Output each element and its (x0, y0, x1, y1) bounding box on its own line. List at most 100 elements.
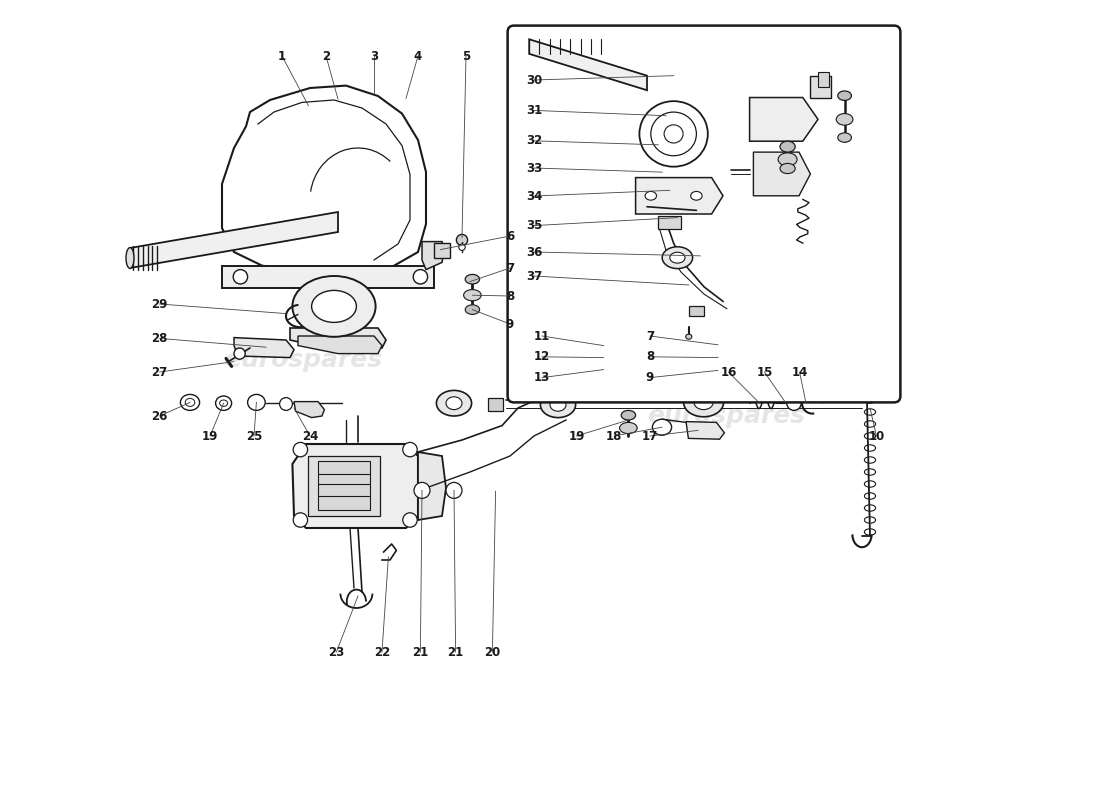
Bar (811, 76, 832, 98)
Text: 15: 15 (756, 366, 772, 378)
Ellipse shape (414, 482, 430, 498)
Ellipse shape (711, 366, 725, 375)
Ellipse shape (279, 398, 293, 410)
Polygon shape (294, 402, 324, 418)
Ellipse shape (446, 397, 462, 410)
Text: 7: 7 (646, 330, 654, 342)
Ellipse shape (233, 270, 248, 284)
Ellipse shape (540, 392, 575, 418)
Polygon shape (529, 39, 647, 90)
Ellipse shape (685, 334, 692, 339)
Polygon shape (749, 98, 818, 141)
Text: 31: 31 (526, 104, 542, 117)
Text: 2: 2 (322, 50, 330, 62)
Ellipse shape (456, 234, 468, 246)
Ellipse shape (437, 390, 472, 416)
Text: 13: 13 (534, 371, 550, 384)
Text: 27: 27 (152, 366, 167, 378)
Text: 8: 8 (506, 290, 514, 302)
Text: 9: 9 (646, 371, 654, 384)
Ellipse shape (414, 270, 428, 284)
Ellipse shape (594, 351, 613, 364)
Text: 25: 25 (245, 430, 262, 442)
Ellipse shape (598, 354, 608, 361)
Text: 35: 35 (526, 219, 542, 232)
Text: 17: 17 (642, 430, 658, 442)
Text: 21: 21 (412, 646, 429, 658)
Polygon shape (636, 178, 723, 214)
Text: 18: 18 (606, 430, 623, 442)
Ellipse shape (403, 513, 417, 527)
Ellipse shape (778, 153, 798, 166)
Text: 24: 24 (301, 430, 318, 442)
Ellipse shape (619, 422, 637, 434)
Text: 22: 22 (374, 646, 390, 658)
Text: 3: 3 (370, 50, 378, 62)
Ellipse shape (645, 191, 657, 200)
Polygon shape (298, 336, 382, 354)
FancyBboxPatch shape (507, 26, 901, 402)
Text: 19: 19 (201, 430, 218, 442)
Text: 34: 34 (526, 190, 542, 202)
Ellipse shape (836, 114, 852, 125)
Text: 12: 12 (534, 350, 550, 363)
Ellipse shape (595, 364, 612, 375)
Text: 36: 36 (526, 246, 542, 258)
Ellipse shape (311, 290, 356, 322)
Text: 26: 26 (152, 410, 168, 422)
Ellipse shape (220, 400, 228, 406)
Text: 20: 20 (484, 646, 500, 658)
Bar (222, 266, 434, 288)
Bar (659, 216, 681, 229)
Ellipse shape (459, 244, 465, 250)
Ellipse shape (691, 191, 702, 200)
Bar (308, 456, 381, 516)
Ellipse shape (463, 290, 481, 301)
Text: 1: 1 (278, 50, 286, 62)
Ellipse shape (293, 276, 375, 337)
Bar (818, 72, 829, 86)
Polygon shape (686, 422, 725, 439)
Text: eurospares: eurospares (647, 404, 805, 428)
Polygon shape (754, 152, 811, 196)
Polygon shape (422, 242, 444, 270)
Ellipse shape (294, 513, 308, 527)
Text: 30: 30 (526, 74, 542, 86)
Ellipse shape (683, 388, 724, 417)
Bar (434, 243, 450, 258)
Text: 10: 10 (868, 430, 884, 442)
Text: 19: 19 (569, 430, 584, 442)
Text: 37: 37 (526, 270, 542, 282)
Ellipse shape (710, 351, 727, 364)
Text: 9: 9 (506, 318, 514, 330)
Text: 6: 6 (506, 230, 514, 242)
Ellipse shape (248, 394, 265, 410)
Ellipse shape (550, 398, 566, 411)
Ellipse shape (446, 482, 462, 498)
Text: 11: 11 (534, 330, 550, 342)
Ellipse shape (694, 395, 713, 410)
Text: 33: 33 (526, 162, 542, 174)
Text: 21: 21 (448, 646, 464, 658)
Bar (318, 461, 370, 510)
Bar (488, 398, 503, 411)
Text: 28: 28 (152, 332, 168, 345)
Text: 4: 4 (414, 50, 422, 62)
Ellipse shape (234, 348, 245, 359)
Polygon shape (234, 338, 294, 358)
Ellipse shape (662, 246, 693, 269)
Polygon shape (418, 452, 446, 520)
Bar (689, 306, 704, 316)
Text: 8: 8 (646, 350, 654, 363)
Text: 32: 32 (526, 134, 542, 147)
Text: 23: 23 (328, 646, 344, 658)
Ellipse shape (670, 252, 685, 263)
Polygon shape (130, 212, 338, 268)
Ellipse shape (403, 442, 417, 457)
Polygon shape (293, 444, 418, 528)
Text: 14: 14 (791, 366, 807, 378)
Ellipse shape (780, 163, 795, 174)
Text: 29: 29 (152, 298, 168, 310)
Ellipse shape (838, 133, 851, 142)
Ellipse shape (780, 141, 795, 152)
